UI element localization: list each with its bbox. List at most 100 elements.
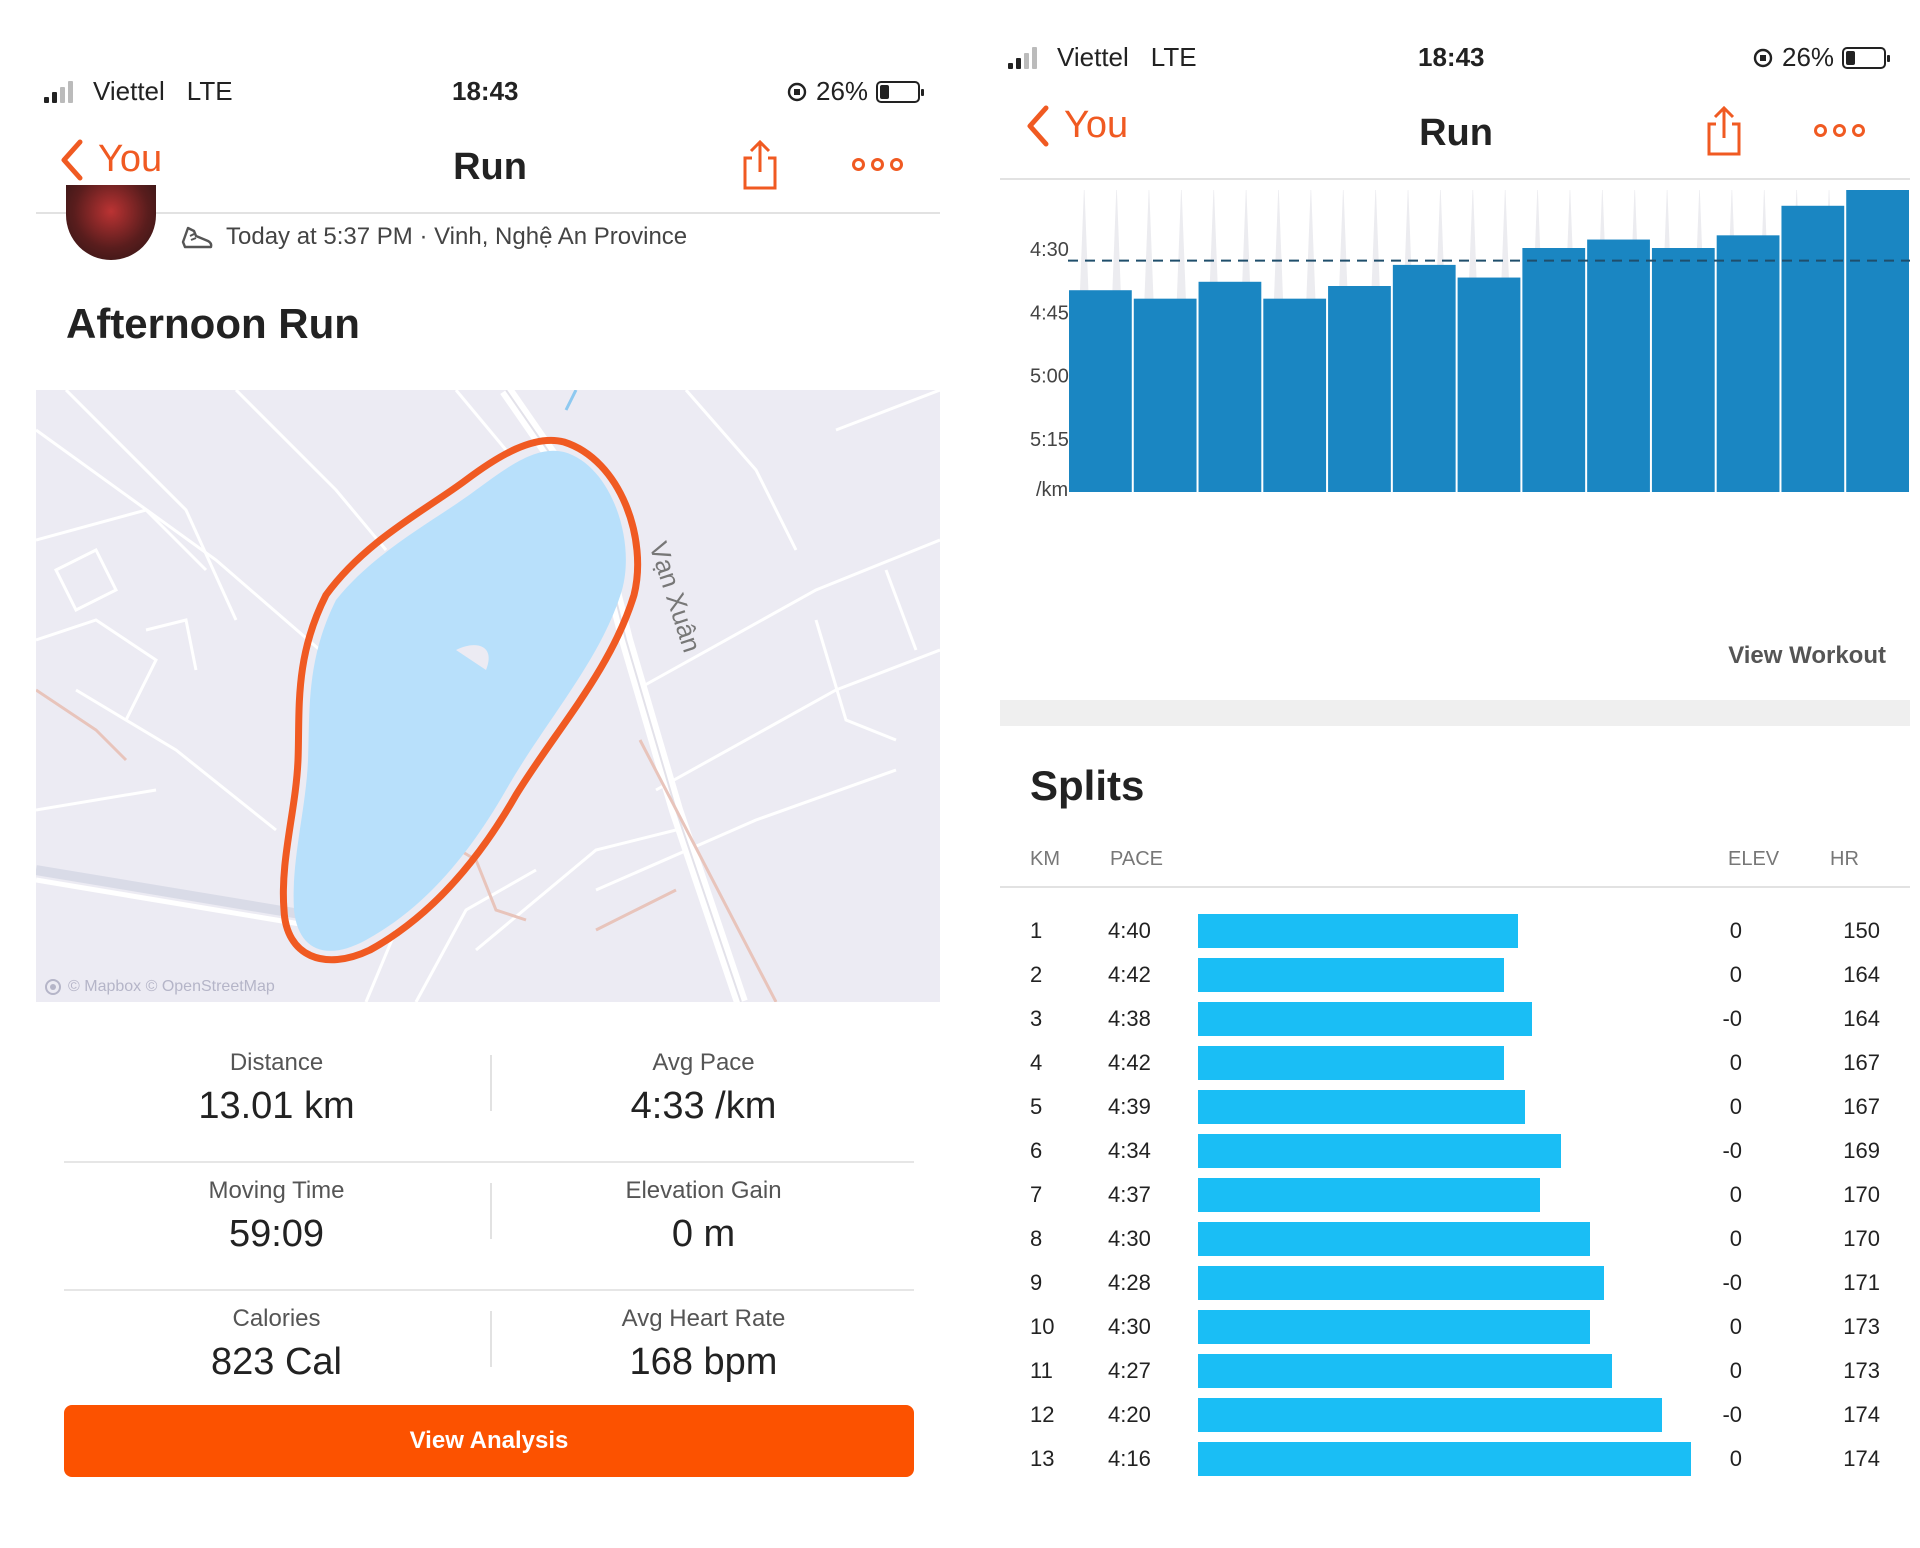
split-km: 10 [1030, 1314, 1055, 1339]
stat-value: 59:09 [228, 1213, 325, 1255]
network-type: LTE [1150, 42, 1197, 72]
stat-avg-heart-rate: Avg Heart Rate 168 bpm [491, 1291, 916, 1384]
more-icon[interactable] [852, 158, 903, 171]
split-elev: 0 [1729, 1446, 1742, 1471]
header-elev: ELEV [1728, 848, 1780, 870]
orientation-lock-icon [1753, 48, 1773, 67]
split-km: 13 [1030, 1446, 1055, 1471]
split-row: 5 4:39 0 167 [960, 1086, 1920, 1130]
battery-icon [1842, 46, 1891, 69]
carrier-info: Viettel LTE [44, 76, 233, 107]
split-pace: 4:34 [1108, 1138, 1151, 1163]
view-analysis-button[interactable]: View Analysis [64, 1405, 914, 1477]
split-pace-bar [1198, 1442, 1691, 1476]
shoe-icon [181, 226, 213, 249]
split-pace: 4:42 [1108, 1050, 1151, 1075]
pace-bar[interactable] [1392, 264, 1456, 492]
y-tick-label: 4:45 [1030, 302, 1069, 324]
stat-value: 13.01 km [198, 1085, 355, 1127]
pace-bar[interactable] [1522, 248, 1586, 492]
stat-separator [490, 1311, 492, 1367]
pace-bar[interactable] [1198, 281, 1262, 492]
battery-percent: 26% [1782, 42, 1835, 72]
split-pace-bar [1198, 1046, 1504, 1080]
header-pace: PACE [1110, 848, 1163, 870]
route-map[interactable]: Vạn Xuân © Mapbox © OpenStreetMap [36, 390, 940, 1002]
stat-calories: Calories 823 Cal [64, 1291, 489, 1384]
split-row: 1 4:40 0 150 [960, 910, 1920, 954]
route-line [279, 436, 642, 964]
split-row: 13 4:16 0 174 [960, 1438, 1920, 1482]
split-hr: 167 [1843, 1050, 1880, 1075]
stat-label: Calories [232, 1305, 321, 1332]
split-pace-bar [1198, 1178, 1540, 1212]
activity-summary-screen: Viettel LTE 18:43 26% You Run Today at 5… [0, 76, 960, 1477]
pace-bar[interactable] [1651, 248, 1715, 492]
stat-avg-pace: Avg Pace 4:33 /km [491, 1035, 916, 1128]
split-elev: -0 [1722, 1006, 1742, 1031]
avatar[interactable] [66, 185, 156, 260]
pace-bar[interactable] [1457, 277, 1521, 492]
status-time: 18:43 [452, 76, 519, 106]
pace-bar[interactable] [1328, 286, 1391, 492]
split-km: 8 [1030, 1226, 1043, 1251]
map-attribution[interactable]: © Mapbox © OpenStreetMap [44, 978, 275, 996]
split-elev: 0 [1729, 918, 1742, 943]
split-km: 11 [1030, 1358, 1053, 1383]
split-elev: 0 [1729, 1358, 1742, 1383]
back-button[interactable]: You [60, 138, 162, 181]
activity-date-location: Today at 5:37 PM · Vinh, Nghệ An Provinc… [226, 223, 688, 250]
split-hr: 174 [1843, 1446, 1880, 1471]
splits-title: Splits [1030, 762, 1145, 809]
back-button[interactable]: You [1026, 104, 1128, 147]
split-pace: 4:42 [1108, 962, 1151, 987]
network-type: LTE [186, 76, 233, 106]
stat-moving-time: Moving Time 59:09 [64, 1163, 489, 1256]
split-elev: -0 [1722, 1138, 1742, 1163]
split-pace-bar [1198, 1222, 1590, 1256]
status-bar: Viettel LTE 18:43 26% [0, 76, 960, 116]
split-elev: 0 [1729, 1094, 1742, 1119]
share-icon[interactable] [1704, 104, 1744, 158]
split-km: 4 [1030, 1050, 1043, 1075]
battery-info: 26% [1752, 42, 1891, 73]
stats-row: Calories 823 Cal Avg Heart Rate 168 bpm [64, 1291, 914, 1417]
split-pace: 4:28 [1108, 1270, 1151, 1295]
split-hr: 167 [1843, 1094, 1880, 1119]
split-km: 12 [1030, 1402, 1055, 1427]
stat-value: 823 Cal [211, 1341, 342, 1383]
pace-bar[interactable] [1781, 205, 1845, 492]
split-pace: 4:27 [1108, 1358, 1151, 1383]
stats-row: Moving Time 59:09 Elevation Gain 0 m [64, 1163, 914, 1291]
pace-bar[interactable] [1133, 298, 1197, 492]
carrier-name: Viettel [1057, 42, 1129, 72]
back-label: You [1064, 104, 1129, 146]
pace-chart[interactable]: 4:30 4:45 5:00 5:15/km [960, 190, 1920, 630]
battery-info: 26% [786, 76, 925, 107]
split-km: 1 [1030, 918, 1043, 943]
splits-header-divider [1000, 886, 1910, 888]
view-workout-link[interactable]: View Workout [1728, 642, 1886, 669]
split-elev: 0 [1729, 1314, 1742, 1339]
more-icon[interactable] [1814, 124, 1865, 137]
y-tick-label: 5:00 [1030, 366, 1069, 388]
pace-bar[interactable] [1069, 290, 1132, 492]
pace-bar[interactable] [1716, 235, 1780, 493]
stat-separator [490, 1055, 492, 1111]
nav-divider [36, 212, 940, 214]
pace-bar[interactable] [1587, 239, 1650, 492]
battery-percent: 26% [816, 76, 869, 106]
split-pace: 4:20 [1108, 1402, 1151, 1427]
mapbox-logo-icon [45, 979, 61, 995]
pace-bar[interactable] [1263, 298, 1327, 492]
split-pace: 4:37 [1108, 1182, 1151, 1207]
split-pace-bar [1198, 1002, 1533, 1036]
split-hr: 171 [1843, 1270, 1880, 1295]
splits-header: KM PACE ELEV HR [1030, 848, 1900, 882]
split-pace-bar [1198, 914, 1518, 948]
activity-title: Afternoon Run [66, 300, 360, 347]
share-icon[interactable] [740, 138, 780, 192]
split-pace: 4:16 [1108, 1446, 1151, 1471]
split-km: 3 [1030, 1006, 1043, 1031]
pace-bar[interactable] [1846, 190, 1909, 492]
